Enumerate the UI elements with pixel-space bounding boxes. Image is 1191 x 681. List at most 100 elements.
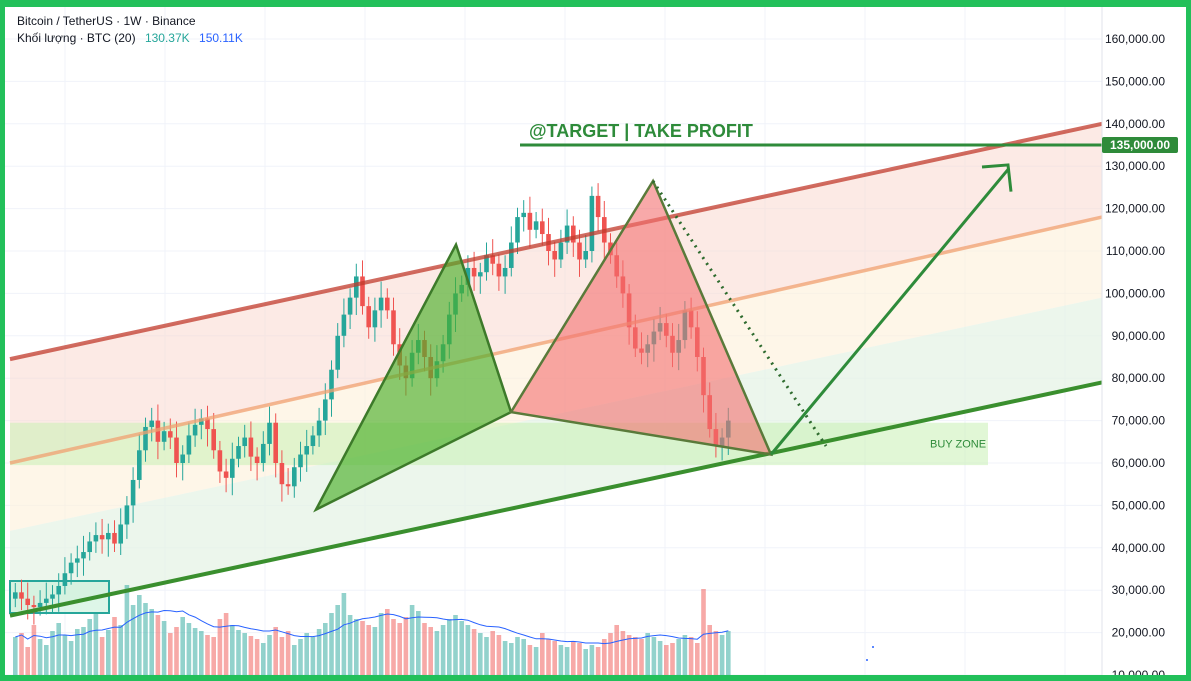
price-tick-label: 10,000.00 [1112,668,1166,675]
volume-bar [695,643,700,675]
candle-body [577,242,582,260]
candle-body [149,420,154,427]
volume-bar [192,628,198,675]
candle-body [323,399,328,421]
volume-bar [93,613,99,675]
candle-body [168,431,173,438]
candle-body [267,422,272,444]
candle-body [490,255,495,264]
volume-ma-value: 150.11K [199,31,243,45]
volume-bar [378,613,384,675]
volume-bar [496,635,502,675]
volume-bar [509,643,514,675]
price-tick-label: 80,000.00 [1112,371,1166,385]
candle-body [552,251,557,260]
volume-bar [106,630,111,675]
volume-bar [31,625,37,675]
price-axis-background [1102,7,1186,675]
volume-bar [19,633,24,675]
candle-body [192,424,198,436]
volume-bar [13,637,18,675]
volume-bar [335,605,340,675]
volume-bar [267,635,272,675]
volume-bar [62,635,68,675]
target-price-tag [1102,137,1178,153]
candle-body [223,471,229,478]
volume-bar [651,637,657,675]
volume-bar [155,615,161,675]
candle-body [50,594,55,599]
volume-bar [75,629,80,675]
price-tick-label: 40,000.00 [1112,541,1166,555]
buy-zone-label: BUY ZONE [930,439,986,451]
volume-bar [118,625,123,675]
candle-body [217,450,223,472]
volume-bar [633,637,638,675]
volume-bar [211,637,216,675]
price-tick-label: 120,000.00 [1105,202,1165,216]
price-tick-label: 100,000.00 [1105,286,1165,300]
candle-body [143,426,148,451]
volume-bar [391,619,396,675]
candle-body [316,420,322,436]
candle-body [62,573,68,586]
candle-body [533,221,539,230]
volume-bar [44,645,49,675]
price-tick-label: 60,000.00 [1112,456,1166,470]
volume-bar [403,617,409,675]
candle-body [248,437,254,457]
candle-body [484,255,489,273]
volume-bar [583,649,588,675]
candle-body [521,212,526,218]
volume-bar [688,637,694,675]
volume-bar [341,593,347,675]
candle-body [68,562,74,574]
candle-body [360,276,365,307]
candle-body [273,422,278,463]
volume-legend[interactable]: Khối lượng · BTC (20) 130.37K 150.11K [17,30,243,47]
price-tick-label: 160,000.00 [1105,32,1165,46]
volume-bar [81,627,86,675]
volume-bar [515,637,520,675]
candle-body [25,598,30,606]
candle-body [335,335,340,370]
volume-bar [372,627,378,675]
channel-upper-line [9,121,1103,362]
volume-bar [595,647,601,675]
volume-bar [664,645,669,675]
price-tick-label: 90,000.00 [1112,329,1166,343]
candle-body [230,458,235,478]
candle-body [118,524,123,544]
price-tick-label: 30,000.00 [1112,583,1166,597]
volume-bar [422,623,427,675]
candle-body [130,479,136,506]
candle-body [589,195,595,251]
symbol-title[interactable]: Bitcoin / TetherUS · 1W · Binance [17,14,196,28]
volume-bar [465,625,471,675]
candle-body [509,242,514,268]
volume-bar [99,637,105,675]
volume-bar [248,636,254,675]
marker-dot [866,659,868,661]
candle-body [341,314,347,336]
candle-body [112,532,117,544]
volume-bar [329,613,334,675]
volume-bar [385,609,390,675]
volume-bar [639,639,644,675]
candle-body [571,225,576,243]
candle-body [186,435,192,455]
channel-upper-band [10,123,1102,464]
candle-body [93,535,99,542]
volume-bar [453,615,458,675]
volume-bar [168,633,173,675]
volume-bar [149,609,154,675]
candle-body [478,272,483,277]
candle-body [298,454,303,468]
price-chart[interactable]: @TARGET | TAKE PROFIT BUY ZONE 160,000.00 1… [5,7,1186,675]
candle-body [44,598,49,603]
volume-bar [552,641,557,675]
candle-body [465,267,471,285]
volume-bar [37,639,43,675]
volume-bar [726,631,731,675]
candle-body [37,602,43,608]
